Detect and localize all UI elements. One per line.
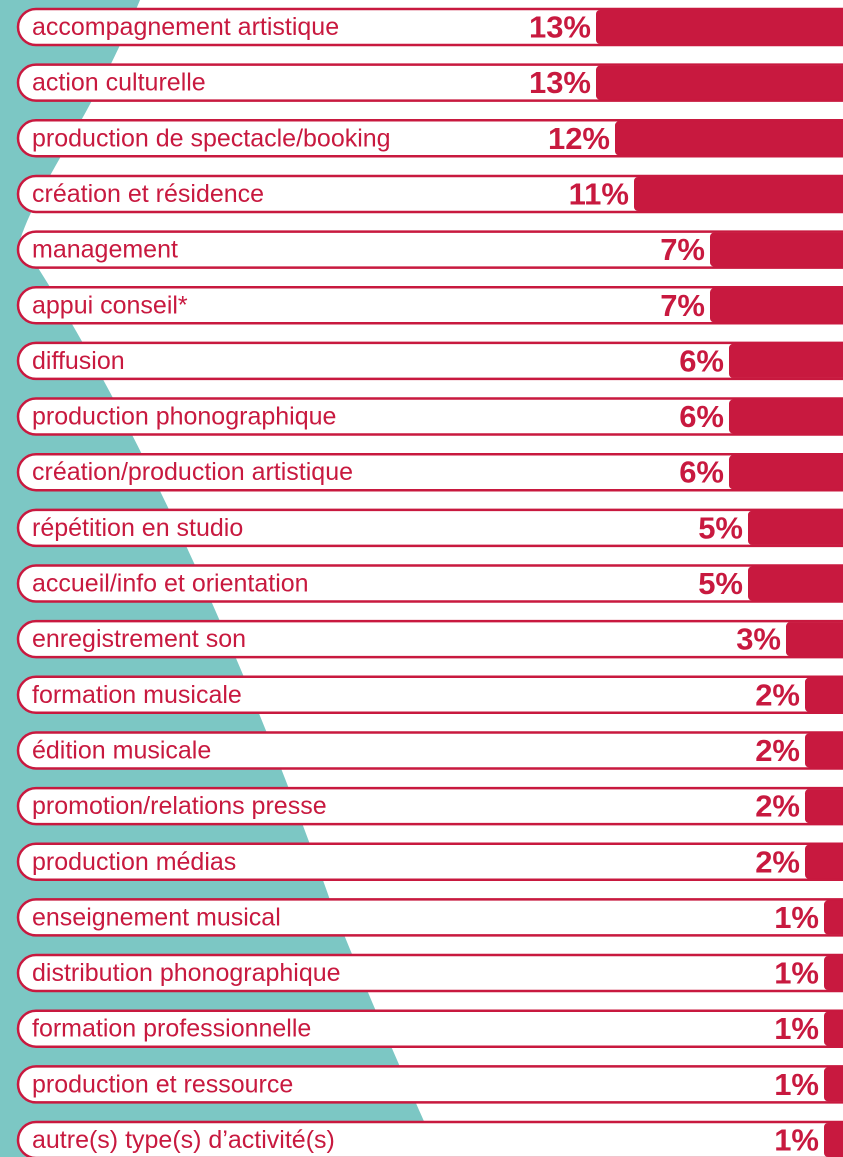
category-label: création/production artistique <box>32 458 353 486</box>
category-label: management <box>32 236 178 264</box>
value-label: 7% <box>660 288 705 323</box>
category-label: appui conseil* <box>32 291 188 319</box>
value-label: 2% <box>755 844 800 879</box>
category-label: accueil/info et orientation <box>32 570 309 598</box>
value-label: 11% <box>569 176 629 211</box>
value-label: 1% <box>774 1123 819 1157</box>
bar <box>786 622 843 657</box>
value-label: 6% <box>679 399 724 434</box>
category-label: répétition en studio <box>32 514 243 542</box>
bar <box>805 789 843 824</box>
category-label: formation professionnelle <box>32 1015 311 1043</box>
row-outline <box>16 842 843 881</box>
row-outline <box>16 675 843 715</box>
category-label: enregistrement son <box>32 625 246 653</box>
row-outline <box>16 397 843 436</box>
row-outline <box>16 452 843 492</box>
bar <box>596 10 843 44</box>
bar <box>748 566 843 601</box>
category-label: production médias <box>32 848 236 876</box>
value-label: 6% <box>679 455 724 490</box>
bar <box>729 399 843 434</box>
category-label: distribution phonographique <box>32 959 341 987</box>
row-outline <box>16 898 843 937</box>
bar <box>634 176 843 211</box>
row-outline <box>16 619 843 659</box>
row-outline <box>16 564 843 603</box>
value-label: 2% <box>755 677 800 712</box>
value-label: 5% <box>698 566 743 601</box>
bar <box>824 1123 843 1157</box>
row-outline <box>16 731 843 770</box>
value-label: 1% <box>774 956 819 991</box>
category-label: accompagnement artistique <box>32 13 339 41</box>
row-outline <box>16 1065 843 1104</box>
bar <box>824 1011 843 1046</box>
bar <box>824 900 843 935</box>
value-label: 12% <box>548 121 610 156</box>
row-outline <box>16 1120 843 1157</box>
bar <box>824 1067 843 1102</box>
category-label: création et résidence <box>32 180 264 208</box>
value-label: 1% <box>774 1067 819 1102</box>
bar <box>596 65 843 100</box>
value-label: 1% <box>774 1011 819 1046</box>
row-outline <box>16 953 843 993</box>
value-label: 2% <box>755 789 800 824</box>
row-outline <box>16 286 843 325</box>
row-outline <box>16 341 843 381</box>
category-label: enseignement musical <box>32 903 281 931</box>
row-outline <box>16 786 843 826</box>
bar <box>615 121 843 156</box>
row-outline <box>16 230 843 269</box>
value-label: 7% <box>660 232 705 267</box>
value-label: 2% <box>755 733 800 768</box>
category-label: production et ressource <box>32 1070 293 1098</box>
category-label: production de spectacle/booking <box>32 124 391 152</box>
bar <box>748 510 843 545</box>
value-label: 13% <box>529 65 591 100</box>
bar <box>805 733 843 768</box>
bar <box>805 844 843 879</box>
category-label: diffusion <box>32 347 125 375</box>
bar <box>710 288 843 323</box>
bar <box>710 232 843 267</box>
value-label: 5% <box>698 510 743 545</box>
category-label: édition musicale <box>32 736 211 764</box>
bar <box>805 677 843 712</box>
category-label: action culturelle <box>32 69 206 97</box>
value-label: 6% <box>679 343 724 378</box>
row-outline <box>16 508 843 548</box>
value-label: 3% <box>736 622 781 657</box>
value-label: 1% <box>774 900 819 935</box>
bar <box>729 455 843 490</box>
category-label: production phonographique <box>32 403 336 431</box>
value-label: 13% <box>529 10 591 45</box>
row-outline <box>16 1009 843 1048</box>
category-label: promotion/relations presse <box>32 792 327 820</box>
bar <box>824 956 843 991</box>
bar <box>729 343 843 378</box>
category-label: formation musicale <box>32 681 242 709</box>
category-label: autre(s) type(s) d’activité(s) <box>32 1126 335 1154</box>
